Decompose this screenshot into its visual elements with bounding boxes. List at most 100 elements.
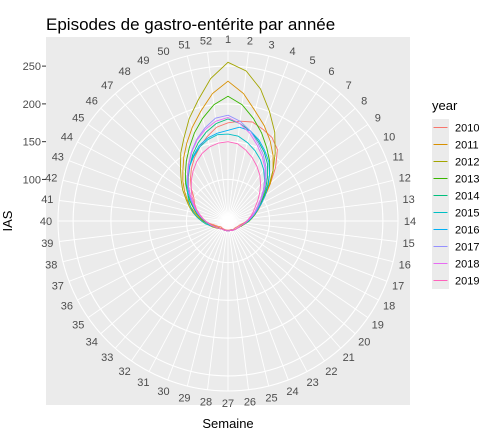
week-label: 25 <box>265 393 277 405</box>
week-label: 13 <box>403 194 415 206</box>
week-label: 11 <box>392 151 403 163</box>
grid-spoke <box>59 220 229 242</box>
week-label: 46 <box>86 95 98 107</box>
grid-spoke <box>114 93 229 222</box>
week-label: 33 <box>101 352 113 364</box>
grid-spoke <box>87 124 229 222</box>
week-label: 5 <box>310 55 316 67</box>
week-label: 43 <box>52 151 64 163</box>
grid-spoke <box>62 179 229 222</box>
week-label: 34 <box>86 337 98 349</box>
grid-spoke <box>87 220 229 318</box>
grid-spoke <box>227 220 249 390</box>
y-axis-title: IAS <box>0 210 15 231</box>
week-labels: 1 2 34567891011121314151617181920212223242… <box>40 34 416 410</box>
week-label: 3 <box>268 39 274 51</box>
week-label: 42 <box>45 172 57 184</box>
grid-spoke <box>227 70 308 222</box>
week-label: 31 <box>137 377 149 389</box>
grid-spoke <box>62 220 229 263</box>
week-label: 47 <box>101 80 113 92</box>
grid-spoke <box>167 61 229 222</box>
grid-spoke <box>77 141 229 222</box>
week-label: 26 <box>244 397 256 409</box>
grid-spoke <box>227 220 308 372</box>
legend: year 2010 2011 2012 2013 2014 2015 2016 2017 201… <box>432 98 479 289</box>
week-label: 27 <box>222 398 234 410</box>
week-label: 39 <box>41 238 53 250</box>
week-label: 24 <box>286 386 298 398</box>
week-label: 45 <box>72 113 84 125</box>
grid-spoke <box>114 220 229 349</box>
week-label: 40 <box>40 216 52 228</box>
grid-spoke <box>167 220 229 381</box>
week-label: 37 <box>52 281 64 293</box>
grid-spoke <box>227 107 356 222</box>
week-label: 1 <box>225 34 231 46</box>
series-line-2019 <box>190 141 262 232</box>
grid-spoke <box>100 107 229 222</box>
week-label: 38 <box>45 260 57 272</box>
week-label: 12 <box>399 172 411 184</box>
week-label: 48 <box>118 66 130 78</box>
legend-title: year <box>432 98 458 113</box>
chart-title: Episodes de gastro-entérite par année <box>46 15 335 34</box>
grid-spoke <box>227 220 388 282</box>
grid-spoke <box>207 52 229 222</box>
r-tick-label: 150 <box>23 137 41 149</box>
grid-spoke <box>227 220 342 349</box>
week-label: 23 <box>306 377 318 389</box>
grid-spoke <box>68 220 229 282</box>
week-label: 7 <box>346 80 352 92</box>
grid-spoke <box>227 200 397 222</box>
week-label: 28 <box>200 397 212 409</box>
week-label: 22 <box>325 366 337 378</box>
week-label: 29 <box>178 393 190 405</box>
grid-spoke <box>227 220 369 318</box>
week-label: 35 <box>72 319 84 331</box>
grid-spoke <box>131 80 229 222</box>
week-label: 8 <box>361 95 367 107</box>
week-label: 20 <box>358 337 370 349</box>
week-label: 10 <box>383 131 395 143</box>
week-label: 52 <box>200 35 212 47</box>
grid-spoke <box>186 220 229 387</box>
legend-label-2012: 2012 <box>455 157 479 169</box>
week-label: 51 <box>178 39 190 51</box>
week-label: 18 <box>383 301 395 313</box>
week-label: 32 <box>118 366 130 378</box>
week-label: 4 <box>289 46 295 58</box>
week-label: 30 <box>157 386 169 398</box>
week-label: 49 <box>137 55 149 67</box>
grid-spoke <box>227 220 379 301</box>
week-label: 9 <box>375 113 381 125</box>
week-label: 17 <box>392 281 404 293</box>
week-label: 15 <box>403 238 415 250</box>
grid-spoke <box>148 220 229 372</box>
grid-spoke <box>227 220 325 362</box>
r-tick-label: 100 <box>23 174 41 186</box>
r-tick-label: 200 <box>23 99 41 111</box>
week-label: 21 <box>343 352 355 364</box>
r-tick-label: 250 <box>23 61 41 73</box>
grid-spoke <box>227 220 270 387</box>
grid-spoke <box>227 80 325 222</box>
grid-spoke <box>227 220 397 242</box>
grid-spoke <box>227 55 270 222</box>
legend-label-2013: 2013 <box>455 174 479 186</box>
grid-spoke <box>68 160 229 222</box>
grid-spoke <box>227 220 289 381</box>
grid-spoke <box>207 220 229 390</box>
week-label: 14 <box>404 216 416 228</box>
grid-spoke <box>227 141 379 222</box>
grid-spoke <box>227 220 356 335</box>
grid-spoke <box>227 93 342 222</box>
grid-spoke <box>227 160 388 222</box>
week-label: 16 <box>399 260 411 272</box>
grid-spoke <box>227 220 394 263</box>
legend-label-2018: 2018 <box>455 259 479 271</box>
legend-label-2015: 2015 <box>455 208 479 220</box>
week-label: 50 <box>157 46 169 58</box>
legend-label-2010: 2010 <box>455 123 479 135</box>
